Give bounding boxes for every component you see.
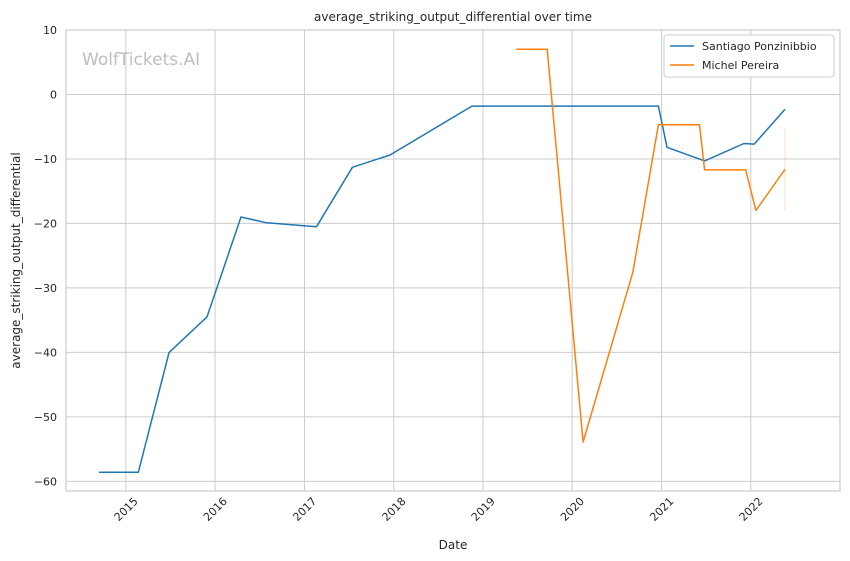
- x-tick-label: 2016: [201, 495, 230, 524]
- y-tick-label: −60: [34, 475, 57, 488]
- plot-frame: [65, 29, 841, 492]
- x-tick-label: 2017: [290, 495, 319, 524]
- legend-label-2: Michel Pereira: [702, 59, 779, 72]
- legend: Santiago Ponzinibbio Michel Pereira: [663, 34, 835, 78]
- y-axis-label: average_striking_output_differential: [9, 152, 23, 368]
- x-axis-label: Date: [439, 538, 468, 552]
- x-tick-label: 2019: [469, 495, 498, 524]
- y-tick-label: −20: [34, 217, 57, 230]
- y-tick-label: 10: [43, 24, 57, 37]
- x-tick-label: 2021: [647, 495, 676, 524]
- chart-title: average_striking_output_differential ove…: [314, 10, 592, 24]
- y-tick-label: −40: [34, 346, 57, 359]
- y-tick-label: −30: [34, 282, 57, 295]
- y-axis: 10 0 −10 −20 −30 −40 −50 −60: [34, 24, 57, 488]
- x-axis: 2015 2016 2017 2018 2019 2020 2021 2022: [112, 495, 766, 524]
- legend-box: [663, 34, 835, 78]
- series-line-2: [516, 48, 786, 443]
- series-layer: [99, 48, 786, 474]
- x-tick-label: 2022: [737, 495, 766, 524]
- plot-area: [66, 30, 840, 491]
- x-tick-label: 2020: [558, 495, 587, 524]
- plot-border: [65, 29, 841, 492]
- watermark-text: WolfTickets.AI: [82, 50, 200, 70]
- y-tick-label: −50: [34, 411, 57, 424]
- x-tick-label: 2018: [380, 495, 409, 524]
- x-tick-label: 2015: [112, 495, 141, 524]
- series-line-1: [99, 105, 786, 474]
- y-tick-label: 0: [50, 88, 57, 101]
- legend-label-1: Santiago Ponzinibbio: [702, 40, 817, 53]
- y-tick-label: −10: [34, 153, 57, 166]
- gridlines: [66, 29, 840, 491]
